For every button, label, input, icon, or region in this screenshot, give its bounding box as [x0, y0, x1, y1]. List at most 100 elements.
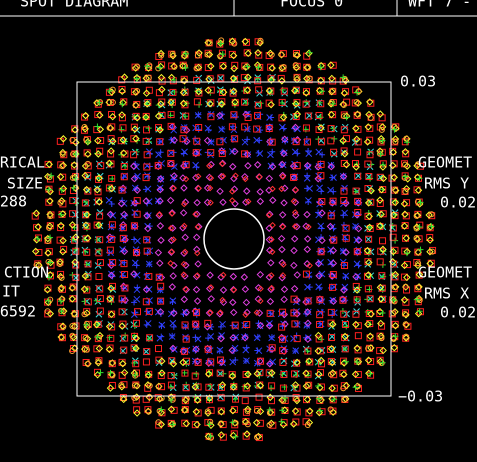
spot [279, 384, 287, 392]
spot [120, 73, 129, 81]
spot [403, 261, 411, 269]
spot [59, 200, 67, 208]
spot [142, 197, 150, 205]
spot [118, 111, 126, 119]
spot [194, 260, 202, 268]
spot [379, 163, 387, 171]
spot [82, 221, 90, 229]
spot [133, 197, 141, 205]
spot [365, 344, 373, 352]
spot [143, 212, 151, 220]
spot [414, 309, 423, 318]
spot [69, 332, 76, 339]
spot [366, 295, 374, 303]
spot [330, 236, 338, 244]
spot [231, 135, 239, 143]
spot [218, 150, 226, 158]
spot [131, 236, 138, 243]
spot [133, 75, 140, 82]
spot [158, 406, 165, 413]
spot [378, 295, 386, 303]
spot [144, 99, 152, 107]
spot [169, 319, 177, 327]
spot [154, 112, 163, 120]
spot [72, 233, 80, 241]
spot [106, 87, 113, 94]
spot [327, 406, 334, 413]
right-label: 0.02 [440, 304, 476, 322]
spot [119, 98, 127, 107]
spot [142, 113, 150, 121]
spot [217, 383, 225, 391]
spot [120, 173, 128, 181]
spot [400, 296, 409, 304]
spot [107, 261, 114, 268]
spot [59, 296, 66, 303]
spot [229, 308, 238, 317]
spot [167, 260, 174, 267]
spot [156, 64, 163, 71]
spot [84, 260, 92, 268]
spot [181, 369, 188, 376]
spot [314, 347, 322, 355]
spot [364, 320, 372, 329]
spot [108, 360, 115, 367]
spot [327, 212, 335, 220]
spot [252, 418, 261, 427]
spot [278, 245, 286, 254]
spot [96, 247, 103, 254]
spot [179, 224, 187, 232]
spot [72, 322, 80, 330]
spot [329, 246, 338, 255]
spot [304, 297, 312, 305]
spot [327, 110, 336, 119]
spot [355, 262, 362, 269]
spot [253, 370, 262, 378]
spot [83, 210, 91, 219]
spot [117, 199, 126, 208]
spot [142, 89, 151, 97]
spot [84, 360, 91, 367]
spot [367, 198, 375, 206]
spot [59, 151, 66, 158]
spot [69, 333, 78, 342]
spot [317, 407, 324, 414]
spot [156, 197, 164, 205]
spot [293, 396, 300, 403]
spot [339, 296, 347, 304]
spot [57, 270, 65, 278]
spot [391, 198, 400, 207]
spot [228, 371, 236, 379]
spot [354, 346, 362, 354]
spot [207, 358, 215, 366]
spot [256, 321, 265, 330]
spot [170, 172, 178, 180]
spot [205, 383, 213, 391]
spot [134, 284, 141, 291]
spot [157, 236, 165, 244]
spot [179, 62, 187, 70]
spot [93, 320, 101, 329]
spot [84, 160, 91, 167]
spot [292, 394, 300, 402]
spot [339, 172, 348, 181]
spot [45, 160, 53, 169]
spot [108, 174, 116, 182]
spot [257, 37, 264, 44]
spot [142, 174, 150, 182]
spot [243, 86, 252, 94]
spot [341, 345, 349, 353]
spot [132, 88, 140, 96]
spot [133, 186, 142, 194]
spot [293, 384, 301, 392]
spot [96, 147, 104, 155]
spot [343, 114, 350, 121]
spot [81, 199, 89, 207]
spot [192, 211, 199, 218]
spot [193, 65, 200, 72]
spot [290, 246, 298, 255]
spot [353, 135, 361, 144]
spot [81, 171, 89, 180]
spot [256, 188, 264, 196]
spot [265, 124, 273, 132]
